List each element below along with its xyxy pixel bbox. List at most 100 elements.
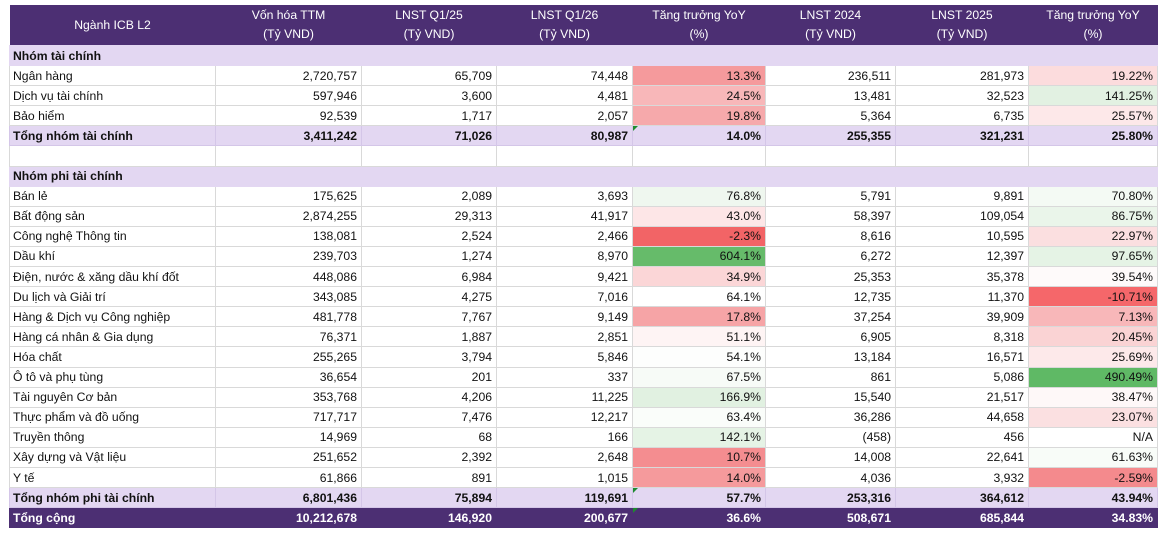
yoy-quarter-cell: 57.7% [632, 487, 766, 509]
npat-2024-cell: 5,791 [765, 185, 896, 207]
npat-q1-25-cell: 7,476 [361, 406, 497, 428]
yoy-quarter-cell: 13.3% [632, 65, 766, 87]
npat-2024-cell: 13,481 [765, 85, 896, 107]
npat-q1-26-cell: 80,987 [496, 125, 633, 147]
yoy-annual-cell: 23.07% [1028, 406, 1158, 428]
npat-2025-cell: 32,523 [895, 85, 1029, 107]
npat-q1-25-cell: 2,089 [361, 185, 497, 207]
yoy-annual-cell [1028, 145, 1158, 167]
npat-2024-cell: 13,184 [765, 346, 896, 368]
header-yoy-quarter: Tăng trưởng YoY (%) [632, 5, 766, 46]
npat-q1-25-cell: 3,794 [361, 346, 497, 368]
market-cap-cell: 138,081 [215, 225, 362, 247]
market-cap-cell: 76,371 [215, 326, 362, 348]
npat-2024-cell: 4,036 [765, 466, 896, 489]
npat-q1-26-cell: 8,970 [496, 245, 633, 268]
industry-cell: Ô tô và phụ tùng [9, 366, 216, 388]
npat-q1-25-cell: 6,984 [361, 266, 497, 288]
industry-cell: Hàng & Dịch vụ Công nghiệp [9, 306, 216, 328]
yoy-quarter-cell: 34.9% [632, 266, 766, 288]
market-cap-cell: 2,874,255 [215, 205, 362, 227]
grand-total-row: Tổng cộng 10,212,678 146,920 200,677 36.6% 50… [9, 507, 1158, 529]
npat-2024-cell: 37,254 [765, 306, 896, 328]
npat-q1-25-cell: 2,392 [361, 446, 497, 468]
market-cap-cell: 717,717 [215, 406, 362, 428]
npat-2024-cell: 15,540 [765, 386, 896, 408]
npat-2025-cell [895, 44, 1029, 67]
npat-2025-cell [895, 145, 1029, 167]
yoy-annual-cell [1028, 44, 1158, 67]
yoy-annual-cell: 61.63% [1028, 446, 1158, 468]
npat-2025-cell: 8,318 [895, 326, 1029, 348]
npat-q1-26-cell: 166 [496, 426, 633, 448]
table-body: Nhóm tài chính Ngân hàng 2,720,757 65,709 74… [9, 44, 1158, 529]
table-row: Tài nguyên Cơ bản 353,768 4,206 11,225 166.9… [9, 386, 1158, 408]
yoy-quarter-cell: 63.4% [632, 406, 766, 428]
yoy-quarter-cell [632, 145, 766, 167]
npat-2025-cell: 16,571 [895, 346, 1029, 368]
npat-2024-cell: 6,272 [765, 245, 896, 268]
yoy-quarter-cell: 36.6% [632, 507, 766, 529]
npat-2025-cell: 456 [895, 426, 1029, 448]
market-cap-cell: 2,720,757 [215, 65, 362, 87]
yoy-annual-cell: 20.45% [1028, 326, 1158, 348]
industry-cell: Ngân hàng [9, 65, 216, 87]
industry-cell: Bán lẻ [9, 185, 216, 207]
npat-2025-cell: 321,231 [895, 125, 1029, 147]
npat-2024-cell: 861 [765, 366, 896, 388]
market-cap-cell [215, 165, 362, 187]
yoy-quarter-cell: 54.1% [632, 346, 766, 368]
industry-cell: Dầu khí [9, 245, 216, 268]
npat-q1-26-cell: 1,015 [496, 466, 633, 489]
table-row: Điện, nước & xăng dầu khí đốt 448,086 6,98… [9, 266, 1158, 288]
table-row: Truyền thông 14,969 68 166 142.1% (458) 456 N/A [9, 426, 1158, 448]
npat-q1-26-cell: 3,693 [496, 185, 633, 207]
yoy-annual-cell: 34.83% [1028, 507, 1158, 529]
market-cap-cell: 10,212,678 [215, 507, 362, 529]
header-npat-q1-25: LNST Q1/25 (Tỷ VND) [361, 5, 497, 46]
industry-cell: Hóa chất [9, 346, 216, 368]
header-unit: (Tỷ VND) [403, 27, 455, 41]
yoy-annual-cell: -10.71% [1028, 286, 1158, 308]
yoy-annual-cell: 38.47% [1028, 386, 1158, 408]
npat-q1-25-cell: 1,274 [361, 245, 497, 268]
npat-2025-cell: 685,844 [895, 507, 1029, 529]
header-industry: Ngành ICB L2 [9, 5, 216, 46]
table-row: Hàng & Dịch vụ Công nghiệp 481,778 7,767 9,… [9, 306, 1158, 328]
yoy-quarter-cell: 17.8% [632, 306, 766, 328]
table-row: Công nghệ Thông tin 138,081 2,524 2,466 -2.3… [9, 225, 1158, 247]
profit-growth-table-container: Ngành ICB L2 Vốn hóa TTM (Tỷ VND) LNST Q1… [9, 5, 1158, 529]
npat-2024-cell [765, 145, 896, 167]
npat-q1-25-cell [361, 44, 497, 67]
npat-2025-cell [895, 165, 1029, 187]
subtotal-row: Tổng nhóm tài chính 3,411,242 71,026 80,987… [9, 125, 1158, 147]
header-unit: (Tỷ VND) [805, 27, 856, 41]
npat-q1-26-cell: 119,691 [496, 487, 633, 509]
npat-q1-26-cell: 5,846 [496, 346, 633, 368]
header-label: Vốn hóa TTM [251, 8, 326, 22]
table-header: Ngành ICB L2 Vốn hóa TTM (Tỷ VND) LNST Q1… [9, 5, 1158, 46]
npat-2025-cell: 109,054 [895, 205, 1029, 227]
yoy-annual-cell: 86.75% [1028, 205, 1158, 227]
table-row: Dầu khí 239,703 1,274 8,970 604.1% 6,272 12,39… [9, 245, 1158, 268]
npat-2024-cell: 236,511 [765, 65, 896, 87]
header-unit: (Tỷ VND) [263, 27, 314, 41]
group-header-row: Nhóm phi tài chính [9, 165, 1158, 187]
table-row: Hàng cá nhân & Gia dụng 76,371 1,887 2,851 5… [9, 326, 1158, 348]
header-unit: (%) [1083, 27, 1103, 41]
header-label: LNST Q1/26 [530, 8, 599, 22]
yoy-quarter-cell: 142.1% [632, 426, 766, 448]
spacer-row [9, 145, 1158, 167]
npat-2025-cell: 21,517 [895, 386, 1029, 408]
industry-cell: Tài nguyên Cơ bản [9, 386, 216, 408]
yoy-quarter-cell: 51.1% [632, 326, 766, 348]
industry-cell: Tổng nhóm tài chính [9, 125, 216, 147]
market-cap-cell: 255,265 [215, 346, 362, 368]
header-unit: (Tỷ VND) [539, 27, 590, 41]
yoy-annual-cell: 43.94% [1028, 487, 1158, 509]
npat-q1-25-cell: 891 [361, 466, 497, 489]
yoy-annual-cell: 70.80% [1028, 185, 1158, 207]
industry-cell: Bảo hiểm [9, 105, 216, 127]
yoy-annual-cell: 19.22% [1028, 65, 1158, 87]
header-label: LNST 2024 [799, 8, 862, 22]
